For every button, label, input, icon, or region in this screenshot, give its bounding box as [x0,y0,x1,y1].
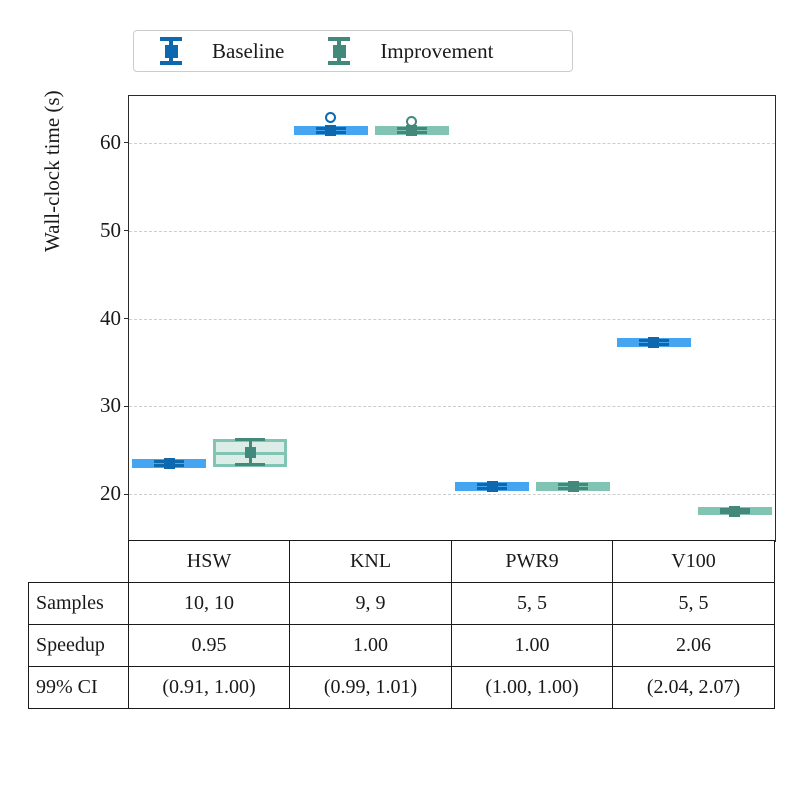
errorbar-mean-square [164,44,178,58]
data-table: HSW KNL PWR9 V100 Samples 10, 10 9, 9 5,… [28,540,775,709]
table-header-row: HSW KNL PWR9 V100 [29,540,775,583]
improvement-errorbar-icon [328,37,351,65]
errorbar-mean-square [332,44,346,58]
y-tick-mark [124,230,129,232]
speedup-knl: 1.00 [289,624,452,667]
y-tick-mark [124,493,129,495]
col-header-v100: V100 [612,540,775,583]
speedup-hsw: 0.95 [128,624,290,667]
errorbar-cap-top [160,37,182,41]
y-tick-label: 40 [100,305,121,330]
mean-marker [163,458,175,470]
row-label-samples: Samples [28,582,129,625]
mean-marker [567,480,579,492]
errorbar-cap-top [328,37,351,41]
errorbar-cap-bottom [328,61,351,65]
y-tick-label: 20 [100,481,121,506]
col-header-hsw: HSW [128,540,290,583]
table-row: Speedup 0.95 1.00 1.00 2.06 [28,624,775,667]
y-tick-label: 30 [100,393,121,418]
y-tick-label: 60 [100,129,121,154]
speedup-v100: 2.06 [612,624,775,667]
samples-pwr9: 5, 5 [451,582,613,625]
legend-item-baseline: Baseline [160,37,284,65]
col-header-knl: KNL [289,540,452,583]
errorbar-cap [235,438,266,442]
ci-pwr9: (1.00, 1.00) [451,666,613,709]
col-header-pwr9: PWR9 [451,540,613,583]
ci-knl: (0.99, 1.01) [289,666,452,709]
ci-hsw: (0.91, 1.00) [128,666,290,709]
outlier-marker [406,116,418,127]
y-tick-label: 50 [100,217,121,242]
y-tick-mark [124,405,129,407]
mean-marker [648,336,660,348]
gridline [129,142,775,144]
samples-hsw: 10, 10 [128,582,290,625]
gridline [129,406,775,408]
ci-v100: (2.04, 2.07) [612,666,775,709]
y-tick-mark [124,142,129,144]
legend-label-baseline: Baseline [212,38,285,63]
table-row: Samples 10, 10 9, 9 5, 5 5, 5 [28,582,775,625]
baseline-errorbar-icon [160,37,182,65]
plot-area: 20 30 40 50 60 [100,95,776,542]
gridline [129,230,775,232]
row-label-speedup: Speedup [28,624,129,667]
mean-marker [406,124,418,136]
errorbar-cap-bottom [160,61,182,65]
errorbar-cap [235,462,266,466]
y-tick-mark [124,318,129,319]
gridline [129,494,775,496]
mean-marker [486,480,498,492]
samples-v100: 5, 5 [612,582,775,625]
samples-knl: 9, 9 [289,582,452,625]
gridline [129,318,775,320]
legend-item-improvement: Improvement [328,37,493,65]
legend: Baseline Improvement [133,30,573,72]
mean-marker [325,124,337,136]
speedup-pwr9: 1.00 [451,624,613,667]
table-corner-cell [29,541,129,583]
mean-marker [244,446,256,458]
row-label-ci: 99% CI [28,666,129,709]
outlier-marker [325,111,337,123]
legend-label-improvement: Improvement [380,38,494,63]
table-row: 99% CI (0.91, 1.00) (0.99, 1.01) (1.00, … [28,666,775,709]
mean-marker [729,505,741,517]
